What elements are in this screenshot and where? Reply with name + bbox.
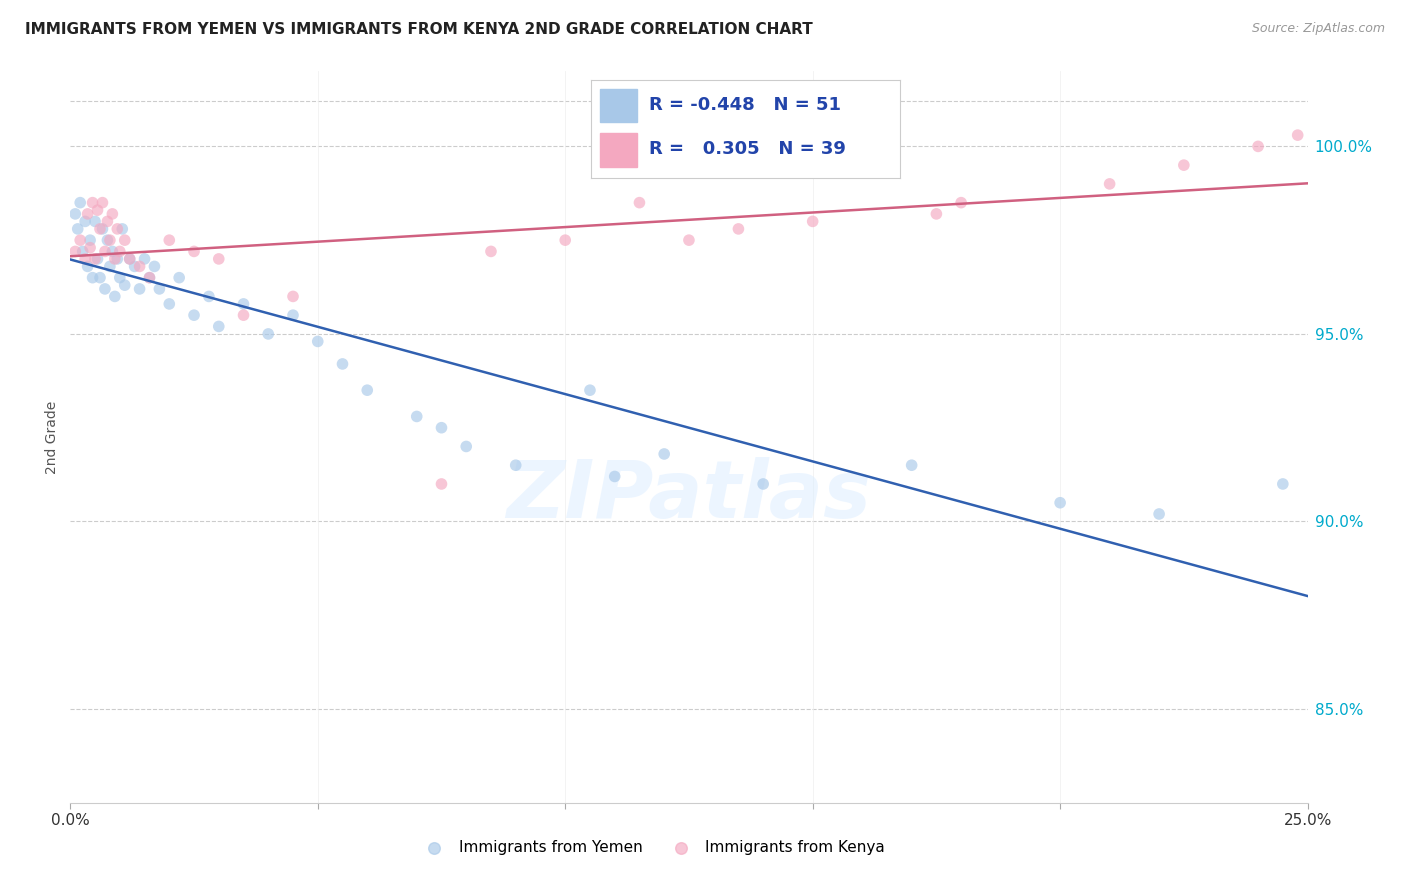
Point [208,252,231,266]
Point [104,289,127,303]
Text: ZIPatlas: ZIPatlas [506,457,872,534]
Point [82,270,104,285]
Point [72,244,94,259]
Point [456,440,478,454]
Point [96,233,118,247]
Point [1147,507,1170,521]
Point [505,458,527,473]
Point [356,383,378,397]
Point [1098,177,1121,191]
Point [198,289,221,303]
Point [232,297,254,311]
Y-axis label: 2nd Grade: 2nd Grade [45,401,59,474]
Point [101,207,124,221]
Point [554,233,576,247]
Point [950,195,973,210]
Point [98,260,121,274]
Point [925,207,948,221]
Point [900,458,922,473]
Bar [600,89,637,122]
Point [76,260,98,274]
Point [281,308,304,322]
Text: IMMIGRANTS FROM YEMEN VS IMMIGRANTS FROM KENYA 2ND GRADE CORRELATION CHART: IMMIGRANTS FROM YEMEN VS IMMIGRANTS FROM… [25,22,813,37]
Point [94,244,117,259]
Point [69,233,91,247]
Point [79,241,101,255]
Point [128,282,150,296]
Point [65,244,87,259]
Point [430,420,453,434]
Point [84,214,107,228]
Point [281,289,304,303]
Point [114,278,136,293]
Point [75,214,97,228]
Point [91,195,114,210]
Point [118,252,141,266]
Point [104,252,127,266]
Point [75,252,97,266]
Point [138,270,160,285]
Point [479,244,502,259]
Point [91,222,114,236]
Point [86,203,108,218]
Point [105,222,128,236]
Point [148,282,170,296]
Point [108,270,131,285]
Point [727,222,749,236]
Point [208,319,231,334]
Point [183,244,205,259]
Point [652,447,675,461]
Text: R =   0.305   N = 39: R = 0.305 N = 39 [650,140,846,158]
Text: R = -0.448   N = 51: R = -0.448 N = 51 [650,96,841,114]
Point [76,207,98,221]
Point [678,233,700,247]
Point [96,214,118,228]
Point [603,469,626,483]
Point [1247,139,1270,153]
Point [66,222,89,236]
Point [69,195,91,210]
Point [332,357,354,371]
Point [143,260,166,274]
Point [157,233,180,247]
Bar [600,133,637,167]
Point [114,233,136,247]
Point [94,282,117,296]
Point [801,214,824,228]
Point [101,244,124,259]
Point [752,477,775,491]
Point [105,252,128,266]
Point [307,334,329,349]
Point [579,383,602,397]
Point [257,326,280,341]
Point [128,260,150,274]
Point [232,308,254,322]
Point [430,477,453,491]
Point [1286,128,1309,142]
Point [89,270,111,285]
Point [65,207,87,221]
Point [111,222,134,236]
Point [134,252,156,266]
Point [79,233,101,247]
Point [1271,477,1294,491]
Point [82,195,104,210]
Point [183,308,205,322]
Point [89,222,111,236]
Point [86,252,108,266]
Point [98,233,121,247]
Point [124,260,146,274]
Point [138,270,160,285]
Legend: Immigrants from Yemen, Immigrants from Kenya: Immigrants from Yemen, Immigrants from K… [413,834,891,861]
Text: Source: ZipAtlas.com: Source: ZipAtlas.com [1251,22,1385,36]
Point [108,244,131,259]
Point [1173,158,1195,172]
Point [118,252,141,266]
Point [157,297,180,311]
Point [84,252,107,266]
Point [1049,496,1071,510]
Point [167,270,190,285]
Point [405,409,427,424]
Point [628,195,651,210]
